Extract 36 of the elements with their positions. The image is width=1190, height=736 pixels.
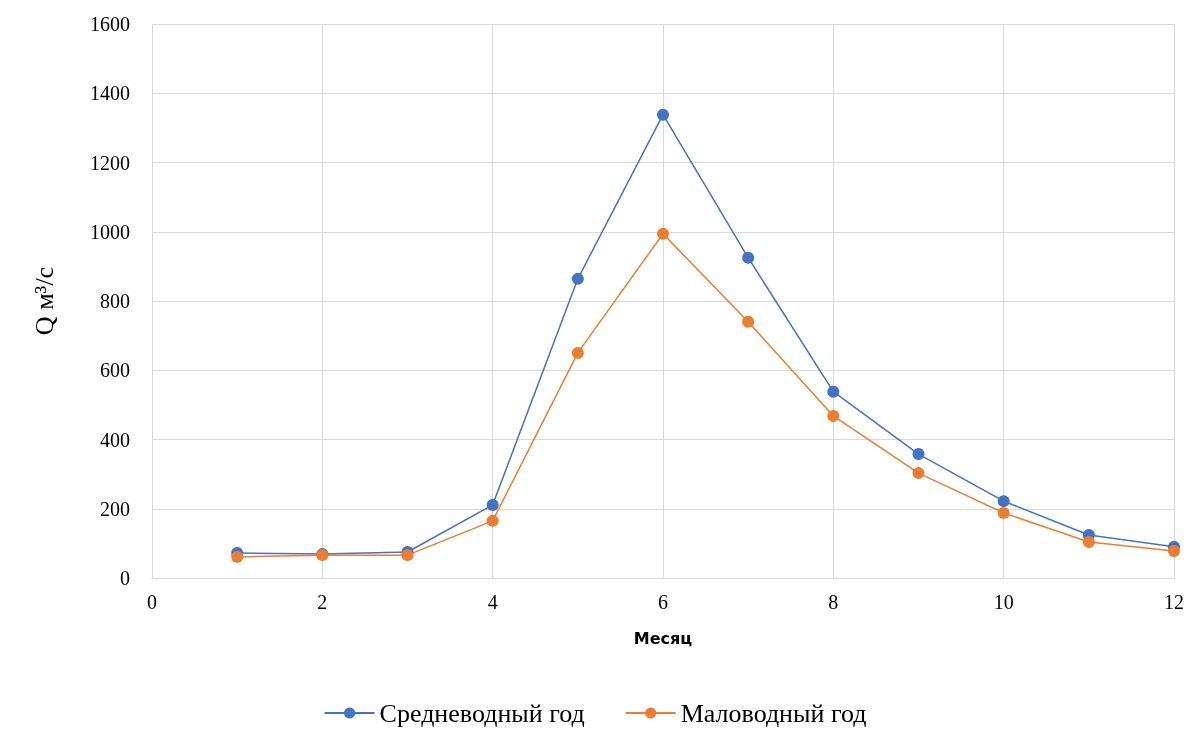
y-tick-label: 1000 <box>90 220 130 243</box>
point <box>571 346 584 359</box>
y-axis-title: Q м³/с <box>29 266 59 336</box>
point <box>657 227 669 240</box>
point <box>486 498 499 511</box>
point <box>1082 535 1095 548</box>
y-tick-label: 1200 <box>90 151 130 174</box>
y-tick-label: 600 <box>100 359 130 382</box>
y-tick-label: 400 <box>100 428 130 451</box>
y-tick-label: 1600 <box>90 13 130 35</box>
x-tick-label: 8 <box>828 591 839 613</box>
point <box>827 409 840 422</box>
point <box>1168 545 1180 557</box>
point <box>827 385 840 398</box>
y-tick-label: 200 <box>100 497 130 520</box>
point <box>997 506 1010 519</box>
x-tick-label: 2 <box>317 591 328 613</box>
y-tick-label: 1400 <box>90 82 130 105</box>
x-axis-title: Месяц <box>633 628 693 648</box>
point <box>742 251 755 264</box>
legend-label: Маловодный год <box>680 698 867 728</box>
legend-label: Средневодный год <box>379 698 585 728</box>
point <box>657 108 669 121</box>
x-tick-label: 0 <box>147 591 157 613</box>
x-tick-label: 12 <box>1164 591 1184 613</box>
x-tick-label: 4 <box>487 591 498 613</box>
point <box>912 467 925 480</box>
x-tick-label: 10 <box>993 591 1014 613</box>
x-tick-label: 6 <box>658 591 668 613</box>
point <box>912 448 925 461</box>
point <box>571 272 584 285</box>
point <box>486 514 499 527</box>
point <box>742 315 755 328</box>
point <box>997 495 1010 508</box>
y-tick-label: 0 <box>120 567 130 589</box>
y-tick-label: 800 <box>100 290 130 312</box>
